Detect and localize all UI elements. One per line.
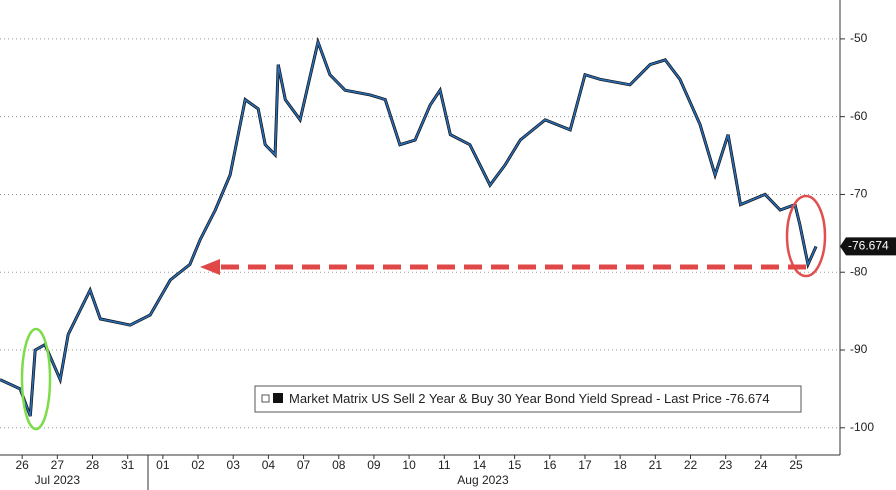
x-tick-label: 26 (15, 458, 29, 472)
arrow-head (200, 259, 220, 275)
series-line (0, 39, 817, 417)
y-tick-label: -100 (850, 420, 874, 434)
x-tick-label: 18 (613, 458, 627, 472)
y-tick-label: -50 (850, 31, 868, 45)
month-label: Aug 2023 (457, 473, 509, 487)
x-tick-label: 28 (86, 458, 100, 472)
x-tick-label: 03 (227, 458, 241, 472)
x-tick-label: 08 (332, 458, 346, 472)
legend-icon (261, 394, 270, 403)
y-tick-label: -70 (850, 187, 868, 201)
x-tick-label: 17 (578, 458, 592, 472)
x-tick-label: 11 (438, 458, 451, 472)
x-tick-label: 09 (367, 458, 381, 472)
y-tick-label: -60 (850, 109, 868, 123)
x-tick-label: 21 (649, 458, 663, 472)
x-tick-label: 01 (156, 458, 170, 472)
x-tick-label: 25 (789, 458, 803, 472)
grid (0, 38, 840, 429)
x-tick-label: 02 (191, 458, 205, 472)
x-tick-label: 04 (262, 458, 276, 472)
x-tick-label: 10 (402, 458, 416, 472)
month-label: Jul 2023 (35, 473, 81, 487)
x-tick-label: 15 (508, 458, 522, 472)
legend-swatch (273, 393, 283, 403)
x-tick-label: 16 (543, 458, 557, 472)
y-tick-label: -90 (850, 342, 868, 356)
x-tick-label: 14 (473, 458, 487, 472)
x-tick-label: 31 (121, 458, 135, 472)
legend-box (254, 385, 802, 413)
plot (0, 36, 818, 417)
last-price-tag (840, 237, 896, 256)
x-tick-label: 22 (684, 458, 698, 472)
legend-text: Market Matrix US Sell 2 Year & Buy 30 Ye… (289, 391, 770, 406)
x-tick-label: 23 (719, 458, 733, 472)
last-price-label: -76.674 (848, 239, 889, 253)
legend: Market Matrix US Sell 2 Year & Buy 30 Ye… (254, 385, 802, 413)
highlight-ellipse (20, 327, 52, 431)
x-tick-label: 27 (51, 458, 65, 472)
x-tick-label: 24 (754, 458, 768, 472)
highlight-ellipse (785, 194, 827, 278)
y-tick-label: -80 (850, 264, 868, 278)
x-tick-label: 07 (297, 458, 311, 472)
